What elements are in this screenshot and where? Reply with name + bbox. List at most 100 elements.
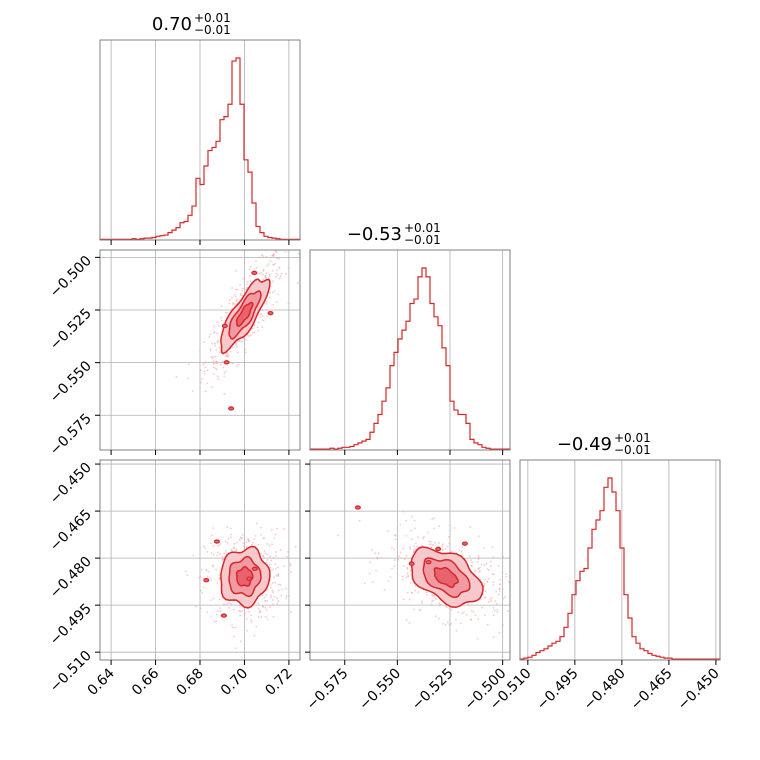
- sample-point: [225, 603, 227, 606]
- contour-island: [251, 566, 258, 572]
- sample-point: [257, 602, 260, 605]
- sample-point: [455, 629, 458, 632]
- sample-point: [213, 361, 216, 364]
- sample-point: [266, 553, 268, 556]
- sample-point: [371, 549, 374, 551]
- sample-point: [206, 369, 209, 372]
- sample-point: [236, 288, 239, 291]
- sample-point: [406, 566, 408, 569]
- sample-point: [387, 530, 390, 533]
- sample-point: [198, 349, 201, 352]
- sample-point: [271, 254, 273, 257]
- sample-point: [209, 542, 212, 545]
- sample-point: [251, 331, 254, 334]
- sample-point: [403, 558, 406, 561]
- sample-point: [492, 573, 495, 576]
- sample-point: [221, 360, 224, 363]
- sample-point: [405, 519, 408, 522]
- sample-point: [502, 555, 505, 558]
- sample-point: [265, 561, 268, 564]
- sample-point: [210, 579, 212, 582]
- sample-point: [175, 376, 178, 378]
- sample-point: [477, 535, 480, 538]
- sample-point: [498, 588, 500, 590]
- sample-point: [276, 257, 278, 260]
- sample-point: [272, 291, 274, 294]
- sample-point: [265, 594, 268, 597]
- sample-point: [272, 568, 274, 571]
- x-tick-label: −0.450: [675, 666, 723, 714]
- sample-point: [523, 618, 525, 620]
- contour-island: [220, 613, 227, 618]
- sample-point: [234, 293, 236, 296]
- sample-point: [393, 565, 396, 568]
- sample-point: [239, 292, 242, 295]
- title-lower: −0.01: [614, 443, 651, 457]
- sample-point: [275, 551, 277, 553]
- sample-point: [202, 586, 205, 589]
- sample-point: [239, 640, 242, 643]
- sample-point: [233, 303, 236, 306]
- sample-point: [259, 526, 262, 529]
- title-lower: −0.01: [404, 233, 441, 247]
- sample-point: [397, 558, 400, 561]
- sample-point: [274, 250, 277, 253]
- sample-point: [383, 589, 386, 591]
- sample-point: [441, 545, 444, 548]
- sample-point: [212, 564, 215, 567]
- sample-point: [255, 266, 258, 269]
- sample-point: [216, 341, 219, 343]
- sample-point: [223, 603, 225, 606]
- sample-point: [479, 570, 481, 572]
- sample-point: [248, 275, 251, 277]
- sample-point: [223, 371, 226, 374]
- sample-point: [405, 619, 408, 621]
- sample-point: [273, 595, 276, 598]
- sample-point: [409, 570, 412, 572]
- sample-point: [408, 598, 411, 601]
- sample-point: [203, 341, 205, 344]
- sample-point: [199, 589, 202, 592]
- sample-point: [269, 291, 271, 294]
- sample-point: [260, 616, 263, 619]
- sample-point: [231, 549, 233, 552]
- sample-point: [239, 294, 242, 296]
- sample-point: [220, 305, 223, 308]
- sample-point: [448, 624, 451, 626]
- sample-point: [272, 615, 275, 618]
- sample-point: [279, 549, 282, 551]
- sample-point: [233, 635, 236, 638]
- sample-point: [465, 613, 468, 616]
- x-tick-label: 0.66: [129, 665, 162, 698]
- sample-point: [199, 575, 202, 578]
- sample-point: [239, 340, 242, 342]
- contour-level: [235, 301, 254, 327]
- sample-point: [218, 351, 221, 354]
- histogram-panel-1: [309, 249, 511, 455]
- sample-point: [502, 597, 505, 600]
- sample-point: [457, 611, 460, 613]
- sample-point: [221, 555, 224, 558]
- sample-point: [487, 569, 490, 572]
- sample-point: [231, 626, 234, 629]
- sample-point: [480, 563, 483, 566]
- sample-point: [267, 263, 270, 265]
- sample-point: [269, 596, 272, 599]
- sample-point: [413, 608, 415, 611]
- sample-point: [219, 610, 222, 613]
- sample-point: [505, 575, 508, 578]
- sample-point: [450, 609, 453, 611]
- sample-point: [391, 567, 393, 570]
- sample-point: [391, 546, 393, 549]
- sample-point: [496, 608, 499, 611]
- sample-point: [241, 289, 243, 292]
- sample-point: [231, 346, 234, 349]
- histogram-panel-0: [99, 39, 301, 245]
- sample-point: [217, 339, 220, 342]
- sample-point: [376, 557, 379, 560]
- sample-point: [224, 549, 227, 552]
- sample-point: [262, 315, 264, 317]
- sample-point: [271, 528, 273, 531]
- sample-point: [212, 360, 215, 363]
- sample-point: [476, 637, 479, 640]
